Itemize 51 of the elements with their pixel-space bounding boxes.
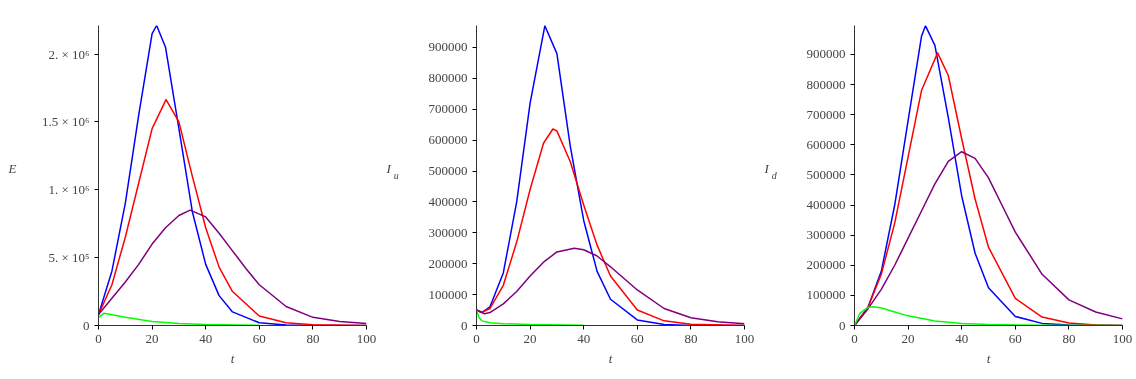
y-tick-label: 2. × 10⁶ — [48, 46, 90, 62]
y-tick-label: 700000 — [428, 101, 468, 117]
x-tick-label: 100 — [1112, 330, 1133, 346]
y-tick-label: 500000 — [806, 166, 846, 182]
y-tick-label: 600000 — [806, 136, 846, 152]
y-tick-label: 800000 — [428, 70, 468, 86]
x-tick-label: 80 — [684, 330, 698, 346]
y-tick-label: 0 — [83, 318, 90, 333]
y-tick-label: 0 — [461, 317, 468, 333]
x-tick-label: 100 — [734, 330, 755, 346]
x-tick-label: 20 — [901, 330, 915, 346]
y-tick-label: 900000 — [806, 46, 846, 62]
y-tick-label: 100000 — [806, 287, 846, 303]
y-tick-label: 200000 — [806, 257, 846, 273]
y-tick-label: 200000 — [428, 255, 468, 271]
y-tick-label: 600000 — [428, 132, 468, 148]
x-axis-title: t — [986, 350, 991, 366]
x-tick-label: 0 — [851, 330, 858, 346]
x-tick-label: 40 — [955, 330, 969, 346]
x-tick-label: 20 — [145, 330, 159, 346]
y-tick-label: 1. × 10⁶ — [48, 182, 90, 198]
y-axis-title: E — [7, 160, 17, 176]
y-tick-label: 100000 — [428, 286, 468, 302]
y-tick-label: 700000 — [806, 106, 846, 122]
line-series — [476, 309, 585, 326]
x-axis-title: t — [608, 350, 613, 366]
x-tick-label: 0 — [95, 330, 102, 346]
x-tick-label: 20 — [523, 330, 537, 346]
x-tick-label: 0 — [473, 330, 480, 346]
line-series — [98, 312, 261, 326]
y-tick-label: 1.5 × 10⁶ — [41, 114, 90, 130]
x-tick-label: 60 — [630, 330, 644, 346]
y-axis-title: Iu — [385, 160, 399, 181]
y-tick-label: 0 — [839, 317, 846, 333]
y-tick-label: 800000 — [806, 76, 846, 92]
y-tick-label: 900000 — [428, 39, 468, 55]
x-tick-label: 80 — [306, 330, 320, 346]
x-tick-label: 60 — [1008, 330, 1022, 346]
y-tick-label: 300000 — [806, 227, 846, 243]
y-tick-label: 300000 — [428, 224, 468, 240]
y-tick-label: 400000 — [428, 193, 468, 209]
x-tick-label: 80 — [1062, 330, 1076, 346]
y-axis-title: Id — [763, 160, 778, 181]
y-tick-label: 5. × 10⁵ — [48, 250, 90, 266]
y-tick-label: 400000 — [806, 197, 846, 213]
x-tick-label: 40 — [577, 330, 591, 346]
x-tick-label: 60 — [252, 330, 266, 346]
x-axis-title: t — [230, 350, 235, 366]
x-tick-label: 40 — [199, 330, 213, 346]
y-tick-label: 500000 — [428, 163, 468, 179]
x-tick-label: 100 — [356, 330, 377, 346]
